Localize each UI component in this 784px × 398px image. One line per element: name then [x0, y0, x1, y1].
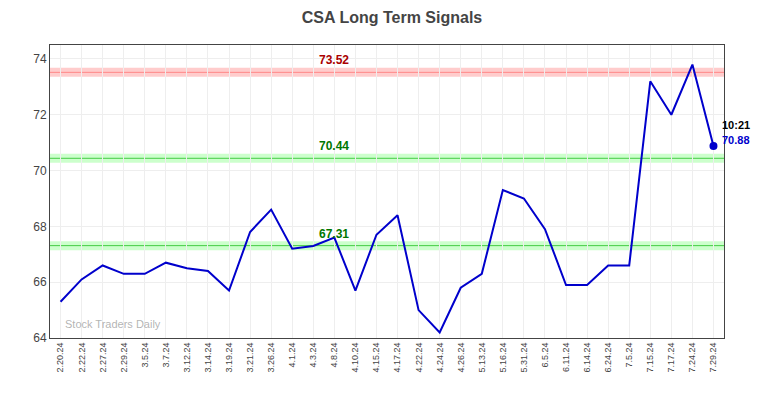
svg-text:2.27.24: 2.27.24 — [98, 343, 108, 373]
svg-text:68: 68 — [33, 220, 47, 234]
svg-text:6.24.24: 6.24.24 — [603, 343, 613, 373]
svg-text:3.19.24: 3.19.24 — [224, 343, 234, 373]
svg-text:3.5.24: 3.5.24 — [140, 343, 150, 368]
svg-text:Stock Traders Daily: Stock Traders Daily — [65, 318, 161, 330]
svg-text:4.15.24: 4.15.24 — [371, 343, 381, 373]
svg-text:5.31.24: 5.31.24 — [519, 343, 529, 373]
svg-text:3.21.24: 3.21.24 — [245, 343, 255, 373]
svg-text:73.52: 73.52 — [319, 53, 349, 67]
svg-text:4.3.24: 4.3.24 — [308, 343, 318, 368]
svg-text:2.20.24: 2.20.24 — [55, 343, 65, 373]
svg-text:7.29.24: 7.29.24 — [708, 343, 718, 373]
svg-text:7.24.24: 7.24.24 — [687, 343, 697, 373]
svg-text:4.22.24: 4.22.24 — [414, 343, 424, 373]
svg-text:6.11.24: 6.11.24 — [561, 343, 571, 372]
svg-text:5.13.24: 5.13.24 — [477, 343, 487, 373]
svg-text:3.12.24: 3.12.24 — [182, 343, 192, 373]
svg-text:4.17.24: 4.17.24 — [392, 343, 402, 373]
svg-text:6.14.24: 6.14.24 — [582, 343, 592, 373]
svg-text:10:21: 10:21 — [722, 119, 750, 131]
svg-text:3.26.24: 3.26.24 — [266, 343, 276, 373]
svg-text:4.26.24: 4.26.24 — [456, 343, 466, 373]
svg-text:67.31: 67.31 — [319, 227, 349, 241]
svg-text:4.24.24: 4.24.24 — [435, 343, 445, 373]
svg-text:7.5.24: 7.5.24 — [624, 343, 634, 368]
svg-text:2.22.24: 2.22.24 — [77, 343, 87, 373]
svg-text:70.88: 70.88 — [722, 134, 750, 146]
svg-text:CSA Long Term Signals: CSA Long Term Signals — [302, 9, 483, 26]
svg-text:3.7.24: 3.7.24 — [161, 343, 171, 368]
svg-text:7.15.24: 7.15.24 — [645, 343, 655, 373]
svg-text:70.44: 70.44 — [319, 139, 349, 153]
svg-text:74: 74 — [33, 52, 47, 66]
svg-text:6.5.24: 6.5.24 — [540, 343, 550, 368]
svg-text:5.16.24: 5.16.24 — [498, 343, 508, 373]
svg-text:2.29.24: 2.29.24 — [119, 343, 129, 373]
svg-text:4.10.24: 4.10.24 — [350, 343, 360, 373]
svg-text:4.1.24: 4.1.24 — [287, 343, 297, 368]
svg-text:3.14.24: 3.14.24 — [203, 343, 213, 373]
svg-text:64: 64 — [33, 331, 47, 345]
svg-text:70: 70 — [33, 164, 47, 178]
svg-text:4.8.24: 4.8.24 — [329, 343, 339, 368]
svg-text:66: 66 — [33, 275, 47, 289]
svg-text:7.17.24: 7.17.24 — [666, 343, 676, 373]
svg-text:72: 72 — [33, 108, 47, 122]
